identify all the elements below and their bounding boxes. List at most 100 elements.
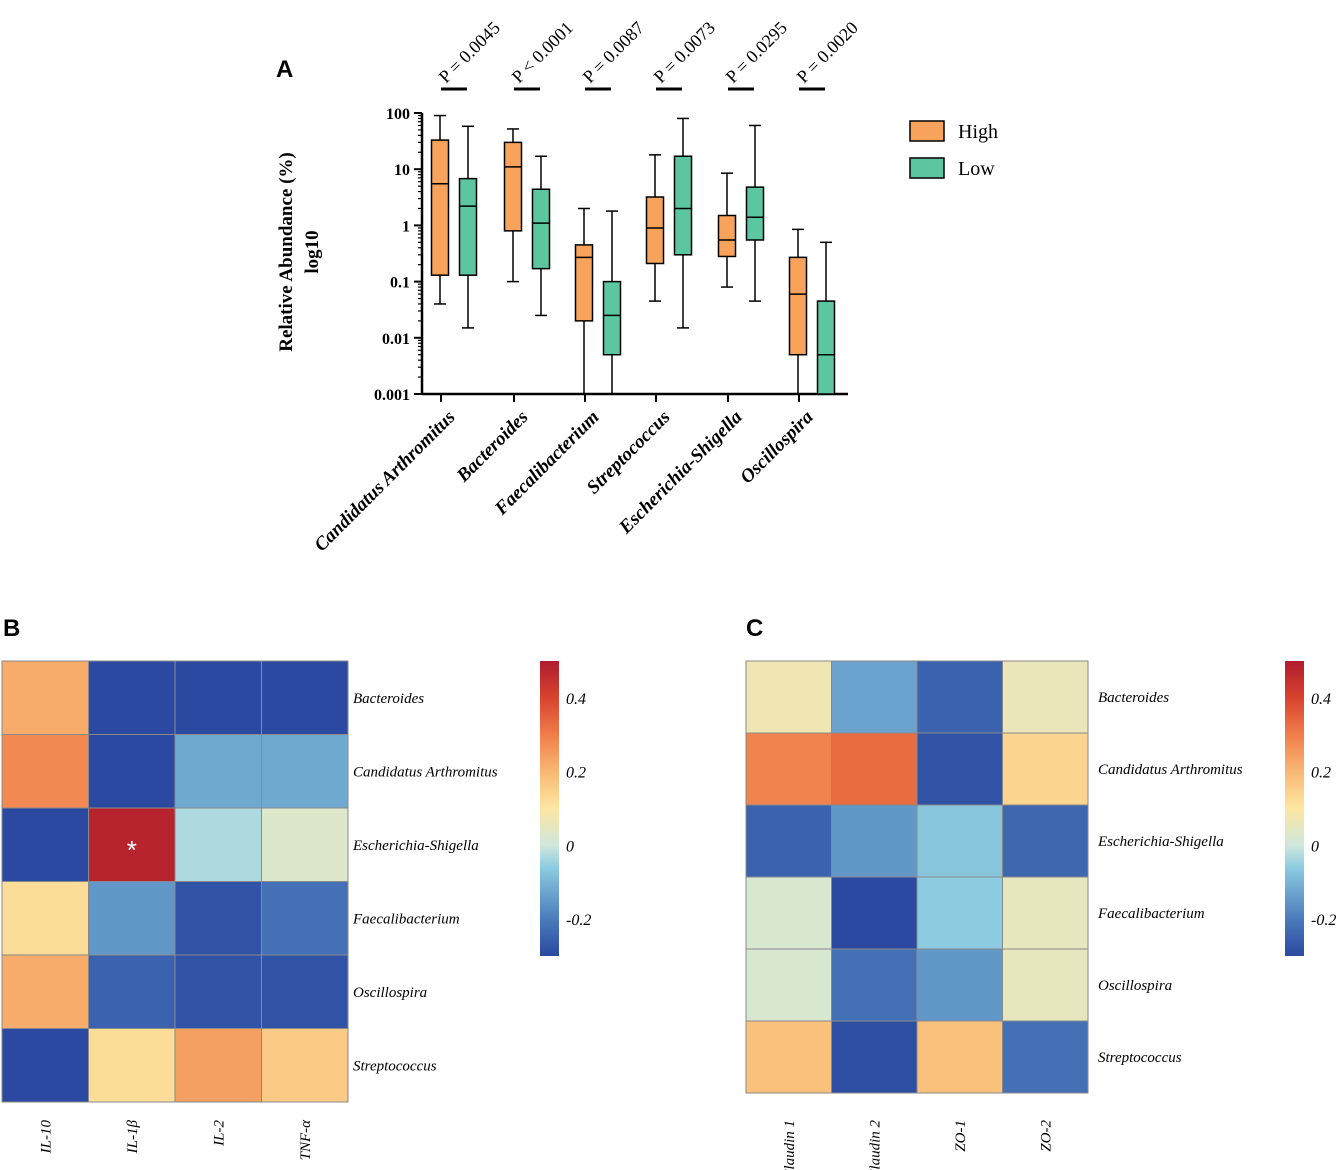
heatmap-cell bbox=[1, 1028, 89, 1103]
column-label: ZO-2 bbox=[1038, 1120, 1054, 1152]
row-label: Oscillospira bbox=[1098, 978, 1172, 994]
heatmap-c: Bacteroides Candidatus Arthromitus Escheri… bbox=[745, 660, 1243, 1170]
heatmap-cell bbox=[1002, 1020, 1089, 1094]
heatmap-cell bbox=[831, 804, 918, 878]
colorbar-tick-label: 0.2 bbox=[566, 765, 586, 782]
row-label: Streptococcus bbox=[1098, 1050, 1182, 1066]
heatmap-cell bbox=[916, 876, 1003, 950]
panel-label-a: A bbox=[276, 56, 293, 83]
heatmap-cell bbox=[1, 734, 89, 809]
colorbar-b-gradient bbox=[540, 661, 559, 956]
p-value-label: P = 0.0045 bbox=[435, 18, 504, 87]
legend-low-swatch bbox=[909, 157, 945, 179]
heatmap-b: Bacteroides Candidatus Arthromitus Escheri… bbox=[1, 660, 498, 1161]
heatmap-cell bbox=[916, 1020, 1003, 1094]
heatmap-cell bbox=[745, 660, 832, 734]
colorbar-tick-label: 0.4 bbox=[1311, 691, 1331, 708]
box-low bbox=[673, 117, 693, 329]
heatmap-cell bbox=[1002, 948, 1089, 1022]
colorbar-tick-label: 0.4 bbox=[566, 691, 586, 708]
box-high bbox=[503, 128, 523, 283]
p-value-label: P = 0.0087 bbox=[579, 18, 648, 87]
row-label: Candidatus Arthromitus bbox=[1098, 762, 1243, 778]
p-value-label: P = 0.0020 bbox=[793, 18, 862, 87]
colorbar-c: 0.4 0.2 0 -0.2 bbox=[1285, 661, 1336, 956]
row-label: Bacteroides bbox=[1098, 690, 1169, 706]
heatmap-cell bbox=[1, 954, 89, 1029]
heatmap-cell bbox=[916, 804, 1003, 878]
colorbar-tick-label: 0 bbox=[1311, 838, 1319, 855]
box-high bbox=[574, 207, 594, 394]
y-axis-title: Relative Abundance (%) bbox=[276, 152, 297, 352]
heatmap-cell bbox=[831, 732, 918, 806]
panel-label-c: C bbox=[746, 615, 763, 642]
heatmap-cell bbox=[831, 660, 918, 734]
x-category-label: Oscillospira bbox=[736, 406, 818, 488]
box-body bbox=[430, 139, 450, 276]
heatmap-cell bbox=[261, 954, 349, 1029]
box-body bbox=[574, 244, 594, 322]
heatmap-cell bbox=[1, 881, 89, 956]
colorbar-tick-label: 0 bbox=[566, 838, 574, 855]
box-body bbox=[458, 177, 478, 276]
box-body bbox=[503, 141, 523, 232]
heatmap-cell bbox=[88, 881, 176, 956]
column-label: IL-10 bbox=[38, 1120, 54, 1155]
colorbar-b: 0.4 0.2 0 -0.2 bbox=[540, 661, 591, 956]
heatmap-cell bbox=[88, 807, 176, 882]
heatmap-cell bbox=[1, 660, 89, 735]
heatmap-cell bbox=[745, 1020, 832, 1094]
legend-high-label: High bbox=[958, 121, 998, 143]
colorbar-tick-label: 0.2 bbox=[1311, 765, 1331, 782]
heatmap-cell bbox=[1002, 876, 1089, 950]
y-tick-label: 0.1 bbox=[390, 275, 410, 292]
box-plot-a: Relative Abundance (%) log10 100 10 1 0.1 0.… bbox=[276, 18, 862, 556]
box-body bbox=[602, 280, 622, 356]
y-tick-label: 100 bbox=[386, 106, 410, 123]
row-label: Streptococcus bbox=[353, 1058, 437, 1074]
box-low bbox=[745, 124, 765, 302]
row-label: Faecalibacterium bbox=[352, 911, 460, 927]
row-label: Faecalibacterium bbox=[1097, 906, 1205, 922]
heatmap-cell bbox=[88, 1028, 176, 1103]
heatmap-cell bbox=[174, 807, 262, 882]
p-value-label: P = 0.0073 bbox=[650, 18, 719, 87]
box-body bbox=[645, 196, 665, 265]
heatmap-cell bbox=[831, 876, 918, 950]
colorbar-c-gradient bbox=[1285, 661, 1304, 956]
heatmap-cell bbox=[261, 734, 349, 809]
legend: High Low bbox=[909, 120, 998, 180]
panel-label-b: B bbox=[3, 615, 20, 642]
heatmap-cell bbox=[88, 954, 176, 1029]
column-label: IL-2 bbox=[211, 1120, 227, 1147]
box-body bbox=[531, 188, 551, 270]
heatmap-cell bbox=[174, 660, 262, 735]
row-label: Escherichia-Shigella bbox=[1097, 834, 1224, 850]
column-label: TNF-α bbox=[298, 1119, 314, 1161]
legend-low-label: Low bbox=[958, 158, 995, 180]
heatmap-cell bbox=[916, 660, 1003, 734]
heatmap-cell bbox=[1002, 660, 1089, 734]
box-body bbox=[816, 300, 836, 395]
p-value-label: P < 0.0001 bbox=[508, 18, 577, 87]
box-low bbox=[531, 155, 551, 317]
heatmap-cell bbox=[174, 734, 262, 809]
column-label: Claudin 2 bbox=[867, 1120, 883, 1170]
box-high bbox=[717, 172, 737, 288]
colorbar-tick-label: -0.2 bbox=[566, 912, 591, 929]
heatmap-cell bbox=[261, 881, 349, 956]
heatmap-cell bbox=[916, 732, 1003, 806]
box-body bbox=[788, 256, 808, 356]
y-tick-label: 10 bbox=[394, 162, 410, 179]
x-category-label: Candidatus Arthromitus bbox=[310, 407, 459, 556]
heatmap-cell bbox=[831, 1020, 918, 1094]
heatmap-cell bbox=[1, 807, 89, 882]
box-body bbox=[673, 155, 693, 256]
heatmap-cell bbox=[1002, 732, 1089, 806]
heatmap-cell bbox=[745, 732, 832, 806]
y-tick-label: 0.01 bbox=[382, 331, 410, 348]
row-label: Escherichia-Shigella bbox=[352, 838, 479, 854]
significance-marker: * bbox=[127, 835, 137, 865]
heatmap-cell bbox=[261, 1028, 349, 1103]
column-label: Claudin 1 bbox=[782, 1120, 798, 1170]
